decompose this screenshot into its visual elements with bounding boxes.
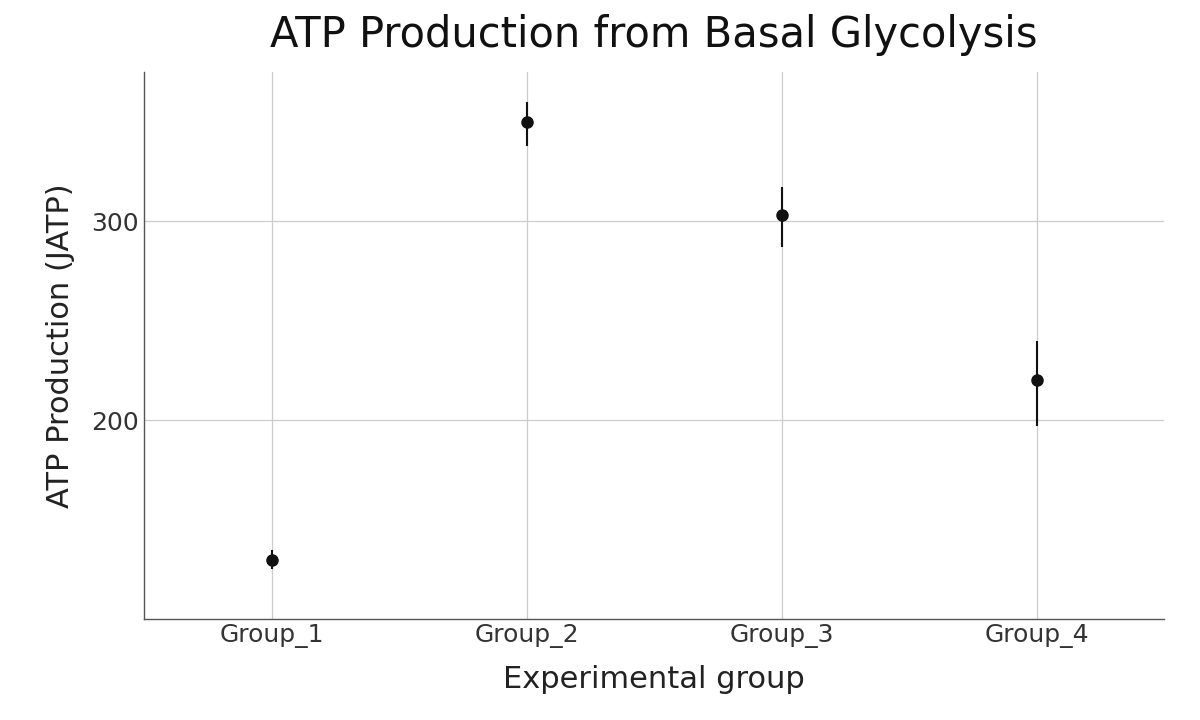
Title: ATP Production from Basal Glycolysis: ATP Production from Basal Glycolysis: [270, 14, 1038, 56]
Y-axis label: ATP Production (JATP): ATP Production (JATP): [46, 184, 74, 508]
X-axis label: Experimental group: Experimental group: [503, 665, 805, 694]
